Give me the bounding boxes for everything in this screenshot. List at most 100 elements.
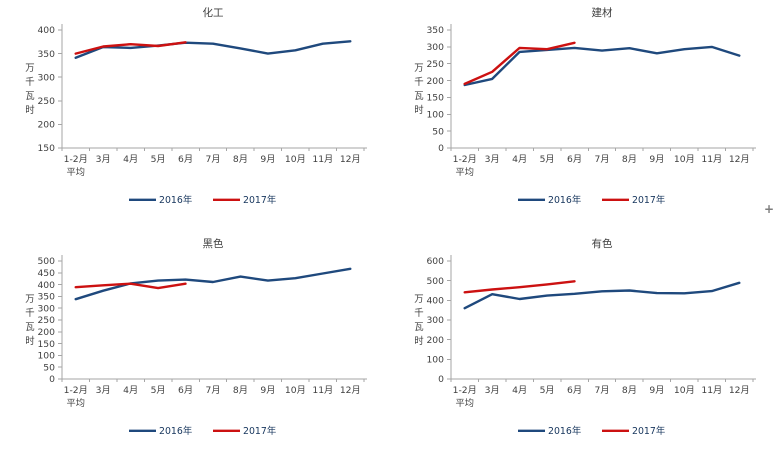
y-axis-title-char: 万 [25,63,34,74]
y-axis-title-char: 瓦 [25,322,34,333]
x-tick-label: 3月 [485,385,500,396]
x-tick-label: 6月 [178,154,193,165]
x-tick-label-line2: 平均 [456,397,474,409]
y-tick-label: 600 [426,256,444,267]
y-axis-title-char: 时 [25,335,34,347]
y-tick-label: 250 [37,315,55,326]
y-tick-label: 100 [426,109,444,120]
y-axis-title-char: 千 [25,308,34,319]
chart-title: 黑色 [203,237,224,250]
y-tick-label: 350 [426,25,444,36]
y-tick-label: 250 [426,59,444,70]
y-axis-title-char: 千 [414,77,423,88]
y-tick-label: 200 [37,327,55,338]
x-tick-label-line2: 平均 [456,166,474,178]
x-tick-label: 6月 [567,154,582,165]
y-tick-label: 400 [37,280,55,291]
x-tick-label: 11月 [312,154,333,165]
line-chart-chemical: 化工 150 200 250 300 350 400 1-2月 3月 4月 5月 6月 7月 8月 9月 10… [25,6,367,206]
legend-label: 2017年 [243,194,276,206]
x-tick-label: 3月 [96,154,111,165]
line-chart-building-materials: 建材 0 50 100 150 200 250 300 350 1-2月 3月 4月 5月 6月 7月 8月 9… [414,6,756,206]
x-tick-label: 3月 [96,385,111,396]
x-tick-label: 5月 [540,385,555,396]
y-tick-label: 350 [37,292,55,303]
y-tick-label: 100 [426,355,444,366]
chart-panel-building-materials: 建材 0 50 100 150 200 250 300 350 1-2月 3月 4月 5月 6月 7月 8月 9… [389,0,777,231]
x-tick-label: 1-2月 [64,385,88,396]
x-tick-label: 10月 [285,385,306,396]
y-tick-label: 300 [426,315,444,326]
y-tick-label: 400 [37,25,55,36]
y-tick-label: 150 [37,339,55,350]
y-tick-label: 500 [37,256,55,267]
x-tick-label: 12月 [729,385,750,396]
x-tick-label: 11月 [701,385,722,396]
x-tick-label: 7月 [205,385,220,396]
x-tick-label: 8月 [622,385,637,396]
legend-label: 2017年 [632,194,665,206]
y-axis-title-char: 万 [414,294,423,305]
chart-title: 建材 [592,6,613,19]
x-tick-label: 4月 [512,385,527,396]
y-axis-title-char: 万 [25,294,34,305]
x-tick-label: 4月 [123,385,138,396]
x-tick-label: 6月 [178,385,193,396]
x-tick-label: 7月 [205,154,220,165]
x-tick-label: 9月 [260,154,275,165]
x-tick-label: 5月 [540,154,555,165]
x-tick-label: 4月 [123,154,138,165]
y-tick-label: 50 [432,126,444,137]
series-line-2016年 [74,267,352,301]
series-line-2017年 [463,280,576,294]
series-line-2016年 [74,40,352,59]
x-tick-label: 7月 [594,385,609,396]
legend-label: 2016年 [159,194,192,206]
x-tick-label: 4月 [512,154,527,165]
x-tick-label-line2: 平均 [67,397,85,409]
x-tick-label: 8月 [233,154,248,165]
chart-panel-chemical: 化工 150 200 250 300 350 400 1-2月 3月 4月 5月 6月 7月 8月 9月 10… [0,0,389,231]
y-axis-title-char: 时 [414,335,423,347]
y-tick-label: 150 [37,143,55,154]
legend-label: 2016年 [548,425,581,437]
x-tick-label: 5月 [151,385,166,396]
x-tick-label: 12月 [340,385,361,396]
y-tick-label: 0 [438,143,444,154]
x-tick-label: 11月 [312,385,333,396]
x-tick-label: 8月 [233,385,248,396]
y-axis-title-char: 时 [414,104,423,116]
y-tick-label: 300 [426,42,444,53]
x-tick-label: 10月 [674,385,695,396]
x-tick-label: 9月 [649,385,664,396]
chart-title: 有色 [592,237,613,250]
x-tick-label: 1-2月 [453,385,477,396]
y-tick-label: 100 [37,351,55,362]
line-chart-nonferrous: 有色 0 100 200 300 400 500 600 1-2月 3月 4月 5月 6月 7月 8月 9月 1… [414,237,756,437]
x-tick-label: 12月 [729,154,750,165]
legend-label: 2017年 [632,425,665,437]
series-line-2017年 [74,41,187,55]
y-tick-label: 150 [426,93,444,104]
x-tick-label: 9月 [260,385,275,396]
y-axis-title-char: 瓦 [414,91,423,102]
y-axis-title-char: 万 [414,63,423,74]
series-line-2016年 [463,45,741,87]
series-line-2017年 [74,282,187,290]
x-tick-label: 1-2月 [453,154,477,165]
y-tick-label: 200 [426,335,444,346]
chart-panel-ferrous: 黑色 0 50 100 150 200 250 300 350 400 450 500 1-2月 3月 4月… [0,231,389,462]
x-tick-label: 12月 [340,154,361,165]
chart-panel-nonferrous: 有色 0 100 200 300 400 500 600 1-2月 3月 4月 5月 6月 7月 8月 9月 1… [389,231,777,462]
y-tick-label: 450 [37,268,55,279]
legend-label: 2016年 [159,425,192,437]
y-tick-label: 350 [37,49,55,60]
x-tick-label: 10月 [674,154,695,165]
y-tick-label: 0 [49,374,55,385]
x-tick-label: 3月 [485,154,500,165]
cell-cursor-plus-icon: + [763,202,775,216]
legend-label: 2016年 [548,194,581,206]
